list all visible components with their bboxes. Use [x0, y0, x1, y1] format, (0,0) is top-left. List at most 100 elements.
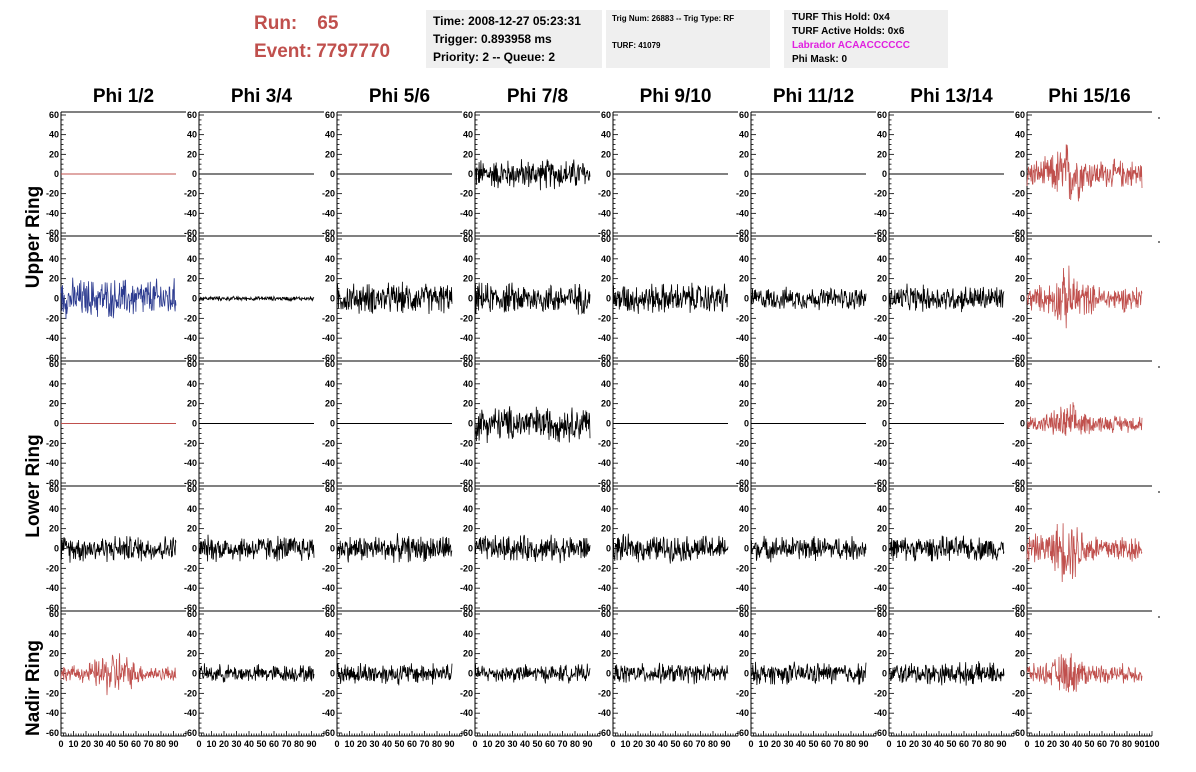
- y-tick-label: 0: [468, 169, 473, 179]
- y-tick-label: -40: [598, 208, 611, 218]
- y-tick-label: -60: [874, 728, 887, 738]
- y-tick-label: 60: [325, 234, 335, 244]
- y-tick-label: 60: [187, 234, 197, 244]
- x-tick-label: 10: [758, 739, 768, 749]
- y-tick-label: -60: [1012, 478, 1025, 488]
- y-tick-label: 20: [325, 649, 335, 659]
- y-tick-label: 20: [187, 274, 197, 284]
- y-tick-label: 60: [463, 110, 473, 120]
- y-tick-label: 40: [325, 254, 335, 264]
- y-tick-label: 60: [463, 484, 473, 494]
- x-tick-label: 50: [670, 739, 680, 749]
- y-tick-label: -40: [736, 458, 749, 468]
- y-tick-label: -40: [460, 458, 473, 468]
- y-tick-label: 20: [49, 274, 59, 284]
- y-tick-label: 60: [463, 359, 473, 369]
- y-tick-label: 60: [601, 234, 611, 244]
- y-tick-label: 60: [739, 484, 749, 494]
- y-tick-label: -40: [736, 708, 749, 718]
- priority-text: Priority: 2 -- Queue: 2: [433, 50, 556, 64]
- y-tick-label: 20: [1015, 649, 1025, 659]
- waveform-trace: [474, 663, 591, 684]
- x-tick-label: 80: [156, 739, 166, 749]
- y-tick-label: 0: [54, 544, 59, 554]
- y-tick-label: 20: [325, 399, 335, 409]
- y-tick-label: -20: [1012, 688, 1025, 698]
- y-tick-label: -40: [874, 208, 887, 218]
- y-tick-label: 40: [463, 130, 473, 140]
- y-tick-label: 0: [606, 419, 611, 429]
- x-tick-label: 40: [382, 739, 392, 749]
- y-tick-label: 40: [325, 379, 335, 389]
- y-tick-label: -60: [46, 353, 59, 363]
- y-tick-label: -60: [460, 353, 473, 363]
- y-tick-label: -20: [46, 438, 59, 448]
- y-tick-label: -40: [598, 333, 611, 343]
- x-tick-label: 10: [1034, 739, 1044, 749]
- y-tick-label: 60: [325, 609, 335, 619]
- y-tick-label: -20: [874, 563, 887, 573]
- x-tick-label: 30: [231, 739, 241, 749]
- y-tick-label: -60: [598, 353, 611, 363]
- waveform-trace: [750, 535, 867, 563]
- y-tick-label: -20: [322, 563, 335, 573]
- y-tick-label: 0: [606, 169, 611, 179]
- y-tick-label: 40: [49, 130, 59, 140]
- x-tick-label: 40: [106, 739, 116, 749]
- x-tick-label: 30: [369, 739, 379, 749]
- y-tick-label: 60: [739, 110, 749, 120]
- x-tick-label: 20: [219, 739, 229, 749]
- waveform-trace: [474, 159, 591, 191]
- y-tick-label: -40: [46, 458, 59, 468]
- y-tick-label: 40: [877, 130, 887, 140]
- waveform-trace: [888, 661, 1005, 686]
- y-tick-label: 60: [49, 484, 59, 494]
- waveform-trace: [336, 533, 453, 563]
- y-tick-label: -20: [598, 313, 611, 323]
- y-tick-label: -20: [874, 189, 887, 199]
- y-tick-label: 20: [187, 524, 197, 534]
- y-tick-label: -60: [460, 728, 473, 738]
- x-tick-label: 0: [196, 739, 201, 749]
- y-tick-label: 40: [463, 629, 473, 639]
- y-tick-label: 0: [54, 669, 59, 679]
- run-event-info: Run: 65 Event: 7797770: [254, 10, 390, 66]
- y-tick-label: 20: [463, 649, 473, 659]
- y-tick-label: 20: [739, 524, 749, 534]
- waveform-trace: [60, 277, 177, 320]
- y-tick-label: 20: [187, 149, 197, 159]
- y-tick-label: -60: [736, 353, 749, 363]
- y-tick-label: -60: [1012, 353, 1025, 363]
- x-tick-label: 80: [1122, 739, 1132, 749]
- x-tick-label: 40: [658, 739, 668, 749]
- y-tick-label: -20: [598, 438, 611, 448]
- y-tick-label: 60: [877, 484, 887, 494]
- y-tick-label: 40: [1015, 629, 1025, 639]
- y-tick-label: 40: [1015, 504, 1025, 514]
- x-tick-label: 70: [1109, 739, 1119, 749]
- y-tick-label: 0: [330, 294, 335, 304]
- y-tick-label: -40: [184, 583, 197, 593]
- y-tick-label: 20: [463, 524, 473, 534]
- y-tick-label: -20: [1012, 189, 1025, 199]
- y-tick-label: -60: [184, 728, 197, 738]
- y-tick-label: -40: [460, 208, 473, 218]
- y-tick-label: 40: [1015, 254, 1025, 264]
- y-tick-label: 60: [601, 484, 611, 494]
- y-tick-label: 20: [877, 649, 887, 659]
- y-tick-label: 20: [325, 524, 335, 534]
- x-tick-label: 20: [633, 739, 643, 749]
- waveform-trace: [60, 653, 177, 696]
- y-tick-label: 0: [54, 294, 59, 304]
- y-tick-label: -20: [460, 563, 473, 573]
- y-tick-label: 20: [463, 399, 473, 409]
- y-tick-label: -40: [1012, 208, 1025, 218]
- y-tick-label: 0: [744, 294, 749, 304]
- y-tick-label: -20: [460, 313, 473, 323]
- y-tick-label: 0: [468, 419, 473, 429]
- x-tick-label: 70: [281, 739, 291, 749]
- x-tick-label: 10: [344, 739, 354, 749]
- y-tick-label: 60: [877, 609, 887, 619]
- y-tick-label: -40: [322, 708, 335, 718]
- y-tick-label: -60: [322, 603, 335, 613]
